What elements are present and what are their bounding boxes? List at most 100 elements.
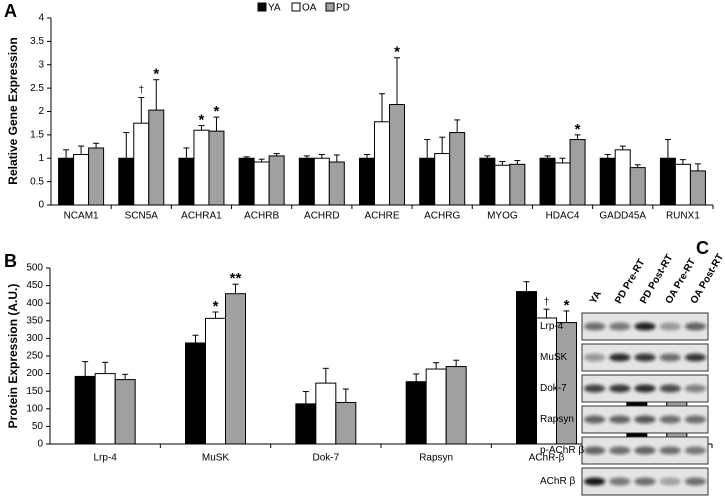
x-tick-label: Lrp-4 bbox=[93, 453, 117, 464]
bar bbox=[374, 121, 390, 206]
bar bbox=[193, 129, 210, 206]
y-tick-label: 350 bbox=[26, 315, 43, 326]
bar bbox=[74, 375, 96, 445]
y-tick-label: 2.5 bbox=[30, 83, 44, 94]
x-tick-label: ACHRG bbox=[424, 211, 460, 222]
row-label: Lrp-4 bbox=[540, 321, 564, 332]
blot-band bbox=[659, 415, 681, 424]
bar bbox=[208, 130, 225, 206]
panel-label: B bbox=[4, 251, 17, 271]
x-tick-label: ACHRD bbox=[304, 211, 340, 222]
blot-band bbox=[634, 415, 656, 424]
bar bbox=[445, 366, 467, 445]
bar bbox=[569, 139, 586, 206]
bar bbox=[516, 291, 537, 445]
x-tick-label: MuSK bbox=[202, 453, 230, 464]
blot-band bbox=[609, 446, 631, 455]
bar bbox=[133, 122, 150, 206]
y-tick-label: 1.5 bbox=[30, 130, 44, 141]
x-tick-label: HDAC4 bbox=[546, 211, 580, 222]
row-label: Rapsyn bbox=[540, 414, 574, 425]
bar bbox=[238, 157, 255, 206]
bar bbox=[313, 157, 330, 206]
x-tick-label: RUNX1 bbox=[666, 211, 700, 222]
bar bbox=[328, 161, 345, 206]
blot-band bbox=[584, 384, 606, 393]
bar bbox=[178, 157, 195, 206]
blot-band bbox=[609, 353, 631, 362]
blot-band bbox=[659, 353, 681, 362]
legend-swatch bbox=[291, 2, 301, 12]
x-tick-label: NCAM1 bbox=[64, 211, 99, 222]
x-tick-label: Rapsyn bbox=[419, 453, 453, 464]
bar bbox=[539, 157, 556, 206]
bar bbox=[659, 157, 676, 206]
y-tick-label: 0 bbox=[38, 200, 44, 211]
bar bbox=[689, 170, 706, 206]
bar bbox=[253, 161, 270, 206]
blot-band bbox=[609, 415, 631, 424]
bar bbox=[295, 403, 317, 445]
legend-swatch bbox=[257, 2, 267, 12]
bar bbox=[449, 132, 466, 206]
bar bbox=[268, 155, 285, 206]
panel-label: A bbox=[4, 1, 17, 21]
y-tick-label: 400 bbox=[26, 298, 43, 309]
significance-marker: ** bbox=[230, 270, 242, 287]
bar bbox=[114, 379, 136, 445]
y-tick-label: 2 bbox=[38, 106, 44, 117]
blot-band bbox=[659, 446, 681, 455]
bar bbox=[599, 157, 616, 206]
blot-band bbox=[584, 477, 606, 486]
y-tick-label: 500 bbox=[26, 263, 43, 274]
bar bbox=[494, 164, 511, 206]
bar bbox=[554, 162, 571, 206]
bar bbox=[425, 368, 447, 445]
y-tick-label: 250 bbox=[26, 351, 43, 362]
significance-marker: * bbox=[564, 297, 570, 314]
x-tick-label: Dok-7 bbox=[312, 453, 339, 464]
bar bbox=[225, 293, 246, 445]
bar bbox=[556, 322, 577, 445]
legend-label: OA bbox=[302, 3, 317, 14]
blot-band bbox=[684, 415, 707, 424]
blot-band bbox=[684, 384, 707, 393]
bar bbox=[509, 163, 526, 206]
bar bbox=[674, 163, 691, 206]
significance-marker: * bbox=[199, 111, 205, 128]
bar bbox=[479, 157, 496, 206]
y-tick-label: 300 bbox=[26, 333, 43, 344]
x-tick-label: ACHRE bbox=[364, 211, 399, 222]
bar bbox=[298, 157, 315, 206]
row-label: AChR β bbox=[540, 476, 575, 487]
blot-band bbox=[684, 446, 707, 455]
blot-band bbox=[634, 384, 656, 393]
y-tick-label: 4 bbox=[38, 13, 44, 24]
blot-band bbox=[634, 446, 656, 455]
y-tick-label: 0 bbox=[37, 439, 43, 450]
x-tick-label: ACHRB bbox=[244, 211, 279, 222]
significance-marker: * bbox=[213, 298, 219, 315]
significance-marker: * bbox=[153, 66, 159, 83]
bar bbox=[614, 149, 631, 206]
bar bbox=[118, 157, 135, 206]
row-label: p-AChR β bbox=[540, 445, 584, 456]
blot-band bbox=[659, 477, 681, 486]
bar bbox=[148, 109, 165, 206]
row-label: MuSK bbox=[540, 352, 568, 363]
significance-marker: † bbox=[544, 297, 550, 308]
y-tick-label: 50 bbox=[32, 421, 44, 432]
blot-band bbox=[659, 322, 681, 331]
blot-band bbox=[659, 384, 681, 393]
bar bbox=[405, 381, 427, 445]
bar bbox=[94, 373, 116, 445]
significance-marker: † bbox=[138, 85, 144, 96]
blot-band bbox=[684, 477, 707, 486]
blot-band bbox=[584, 353, 606, 362]
x-tick-label: ACHRA1 bbox=[181, 211, 222, 222]
bar bbox=[58, 157, 75, 206]
blot-band bbox=[684, 353, 707, 362]
bar bbox=[88, 147, 105, 206]
bar bbox=[389, 103, 405, 206]
